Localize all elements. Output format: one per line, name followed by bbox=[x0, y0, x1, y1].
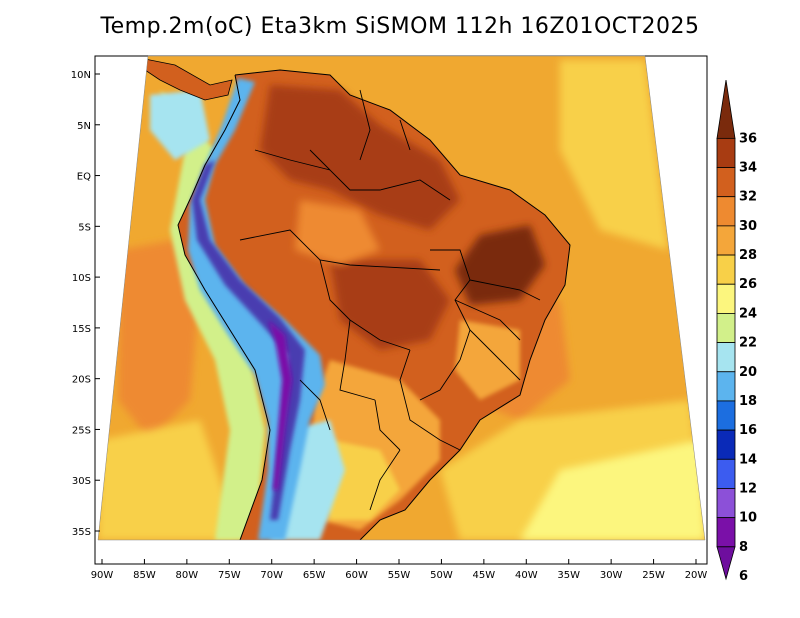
colorbar-label: 22 bbox=[739, 336, 757, 351]
colorbar-swatch bbox=[716, 283, 736, 314]
colorbar-swatch bbox=[716, 400, 736, 431]
pacific-warm-patch bbox=[118, 240, 200, 440]
colorbar-label: 6 bbox=[739, 569, 748, 584]
coastline bbox=[177, 69, 571, 540]
colorbar-swatch bbox=[716, 546, 736, 581]
amazon-warm bbox=[295, 200, 380, 265]
colorbar-swatch bbox=[716, 342, 736, 373]
lon-tick-label: 55W bbox=[388, 570, 411, 581]
lon-tick-label: 90W bbox=[91, 570, 114, 581]
colorbar-swatch bbox=[716, 167, 736, 198]
lat-tick-label: 20S bbox=[72, 375, 91, 386]
lon-tick-label: 50W bbox=[430, 570, 453, 581]
lon-tick-label: 40W bbox=[515, 570, 538, 581]
interior-very-hot bbox=[260, 85, 460, 230]
longitude-axis: 90W 85W 80W 75W 70W 65W 60W 55W 50W 45W 40W 35W 30W 2… bbox=[91, 559, 708, 581]
colorbar-label: 26 bbox=[739, 277, 757, 292]
colorbar: 36 34 32 30 28 26 24 22 20 18 16 14 12 10 8 6 bbox=[716, 79, 757, 584]
lat-tick-label: EQ bbox=[77, 172, 91, 183]
colorbar-label: 12 bbox=[739, 481, 757, 496]
colorbar-swatch bbox=[716, 137, 736, 168]
colorbar-swatch bbox=[716, 517, 736, 548]
lat-tick-label: 5S bbox=[78, 222, 91, 233]
colorbar-swatch bbox=[716, 313, 736, 343]
lon-tick-label: 70W bbox=[260, 570, 283, 581]
colorbar-swatch bbox=[716, 371, 736, 402]
lat-tick-label: 35S bbox=[72, 527, 91, 538]
colorbar-label: 8 bbox=[739, 540, 748, 555]
southeast-cooler bbox=[455, 320, 520, 400]
panama-bight-cool bbox=[150, 90, 210, 160]
lon-tick-label: 60W bbox=[345, 570, 368, 581]
colorbar-swatch bbox=[716, 79, 736, 139]
colorbar-label: 24 bbox=[739, 306, 757, 321]
central-america bbox=[139, 57, 233, 101]
colorbar-label: 10 bbox=[739, 511, 757, 526]
lon-tick-label: 30W bbox=[600, 570, 623, 581]
andes-very-cold bbox=[268, 320, 292, 490]
country-borders bbox=[239, 89, 541, 511]
lat-tick-label: 30S bbox=[72, 476, 91, 487]
lon-tick-label: 25W bbox=[642, 570, 665, 581]
latitude-axis: 10N 5N EQ 5S 10S 15S 20S 25S 30S 35S bbox=[71, 70, 100, 538]
colorbar-swatch bbox=[716, 488, 736, 519]
south-atlantic-cooler bbox=[520, 440, 705, 540]
northeast-very-hot bbox=[455, 225, 545, 305]
map-title: Temp.2m(oC) Eta3km SiSMOM 112h 16Z01OCT2… bbox=[100, 14, 700, 39]
colorbar-label: 34 bbox=[739, 161, 757, 176]
lat-tick-label: 25S bbox=[72, 425, 91, 436]
lon-tick-label: 35W bbox=[557, 570, 580, 581]
lon-tick-label: 65W bbox=[303, 570, 326, 581]
colorbar-label: 16 bbox=[739, 423, 757, 438]
colorbar-label: 30 bbox=[739, 219, 757, 234]
temperature-field bbox=[98, 56, 705, 540]
colorbar-label: 14 bbox=[739, 452, 757, 467]
colorbar-label: 28 bbox=[739, 248, 757, 263]
colorbar-swatch bbox=[716, 225, 736, 256]
lon-tick-label: 45W bbox=[473, 570, 496, 581]
colorbar-label: 20 bbox=[739, 365, 757, 380]
south-pacific-cool bbox=[98, 420, 240, 540]
lat-tick-label: 10S bbox=[72, 273, 91, 284]
lat-tick-label: 5N bbox=[77, 121, 91, 132]
colorbar-swatch bbox=[716, 458, 736, 489]
lat-tick-label: 15S bbox=[72, 324, 91, 335]
lon-tick-label: 80W bbox=[176, 570, 199, 581]
domain-outline bbox=[97, 55, 706, 541]
lat-tick-label: 10N bbox=[71, 70, 91, 81]
colorbar-label: 32 bbox=[739, 190, 757, 205]
central-very-hot bbox=[330, 260, 450, 350]
colorbar-label: 36 bbox=[739, 131, 757, 146]
colorbar-label: 18 bbox=[739, 394, 757, 409]
lon-tick-label: 20W bbox=[685, 570, 708, 581]
colorbar-swatch bbox=[716, 429, 736, 460]
north-atlantic-cool bbox=[560, 60, 668, 250]
colorbar-swatch bbox=[716, 196, 736, 227]
colorbar-swatch bbox=[716, 254, 736, 285]
lon-tick-label: 75W bbox=[218, 570, 241, 581]
lon-tick-label: 85W bbox=[133, 570, 156, 581]
pacific-coast-cool bbox=[160, 90, 265, 540]
